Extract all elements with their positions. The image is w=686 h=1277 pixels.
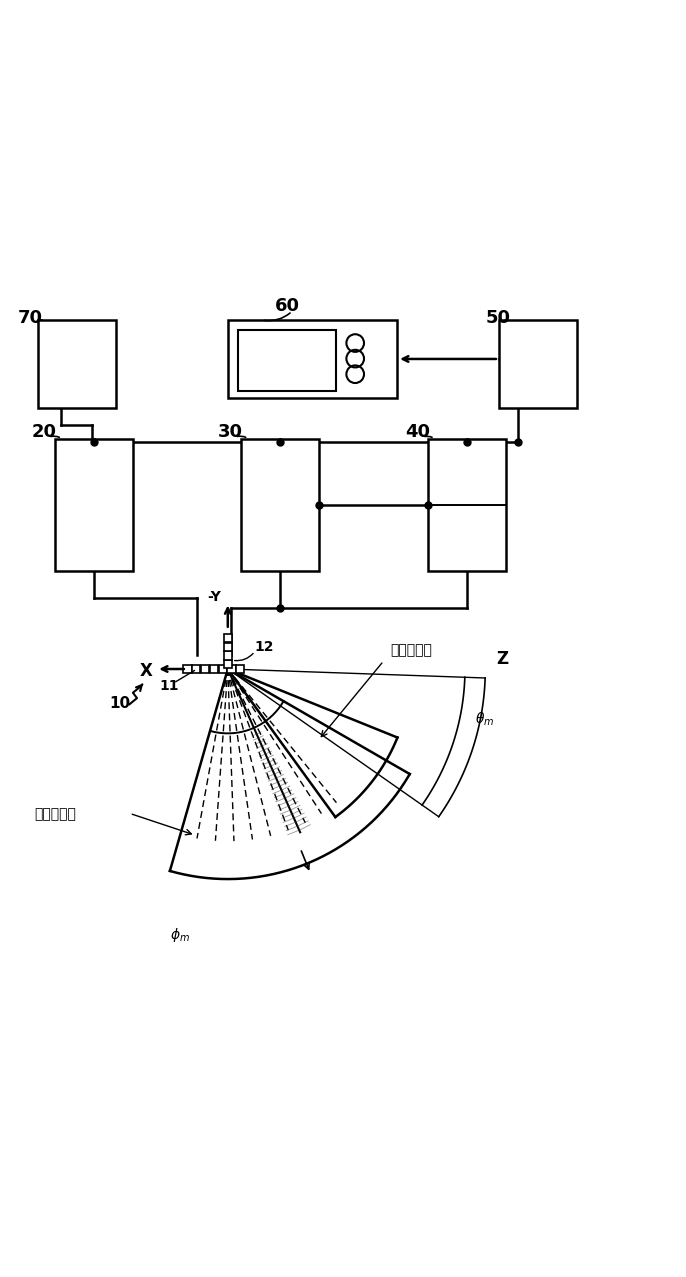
Bar <box>38 321 116 409</box>
Text: 接收波平面: 接收波平面 <box>35 807 77 821</box>
Text: 11: 11 <box>160 679 179 693</box>
Bar <box>210 665 218 673</box>
Bar <box>228 665 235 673</box>
Text: Z: Z <box>496 650 508 668</box>
Text: $\theta_m$: $\theta_m$ <box>475 710 494 728</box>
Bar <box>224 642 232 651</box>
Bar <box>427 438 506 571</box>
Bar <box>183 665 191 673</box>
Text: 30: 30 <box>217 423 243 441</box>
Bar <box>219 665 227 673</box>
Text: X: X <box>139 661 152 679</box>
Text: 20: 20 <box>32 423 56 441</box>
Text: $\phi_m$: $\phi_m$ <box>170 926 190 944</box>
Bar <box>201 665 209 673</box>
Text: 40: 40 <box>405 423 430 441</box>
Bar <box>224 633 232 642</box>
Text: -Y: -Y <box>207 590 222 604</box>
Bar <box>192 665 200 673</box>
Bar <box>236 665 244 673</box>
Bar <box>224 660 232 668</box>
Text: 12: 12 <box>255 640 274 654</box>
Bar <box>224 651 232 659</box>
Text: 70: 70 <box>18 309 43 327</box>
Bar <box>499 321 577 409</box>
Bar <box>228 321 397 398</box>
Text: 60: 60 <box>275 296 300 314</box>
Text: 10: 10 <box>109 696 130 710</box>
Bar <box>55 438 133 571</box>
Text: 发送波平面: 发送波平面 <box>390 644 432 658</box>
Bar <box>238 331 336 391</box>
Text: 50: 50 <box>485 309 510 327</box>
Bar <box>241 438 319 571</box>
